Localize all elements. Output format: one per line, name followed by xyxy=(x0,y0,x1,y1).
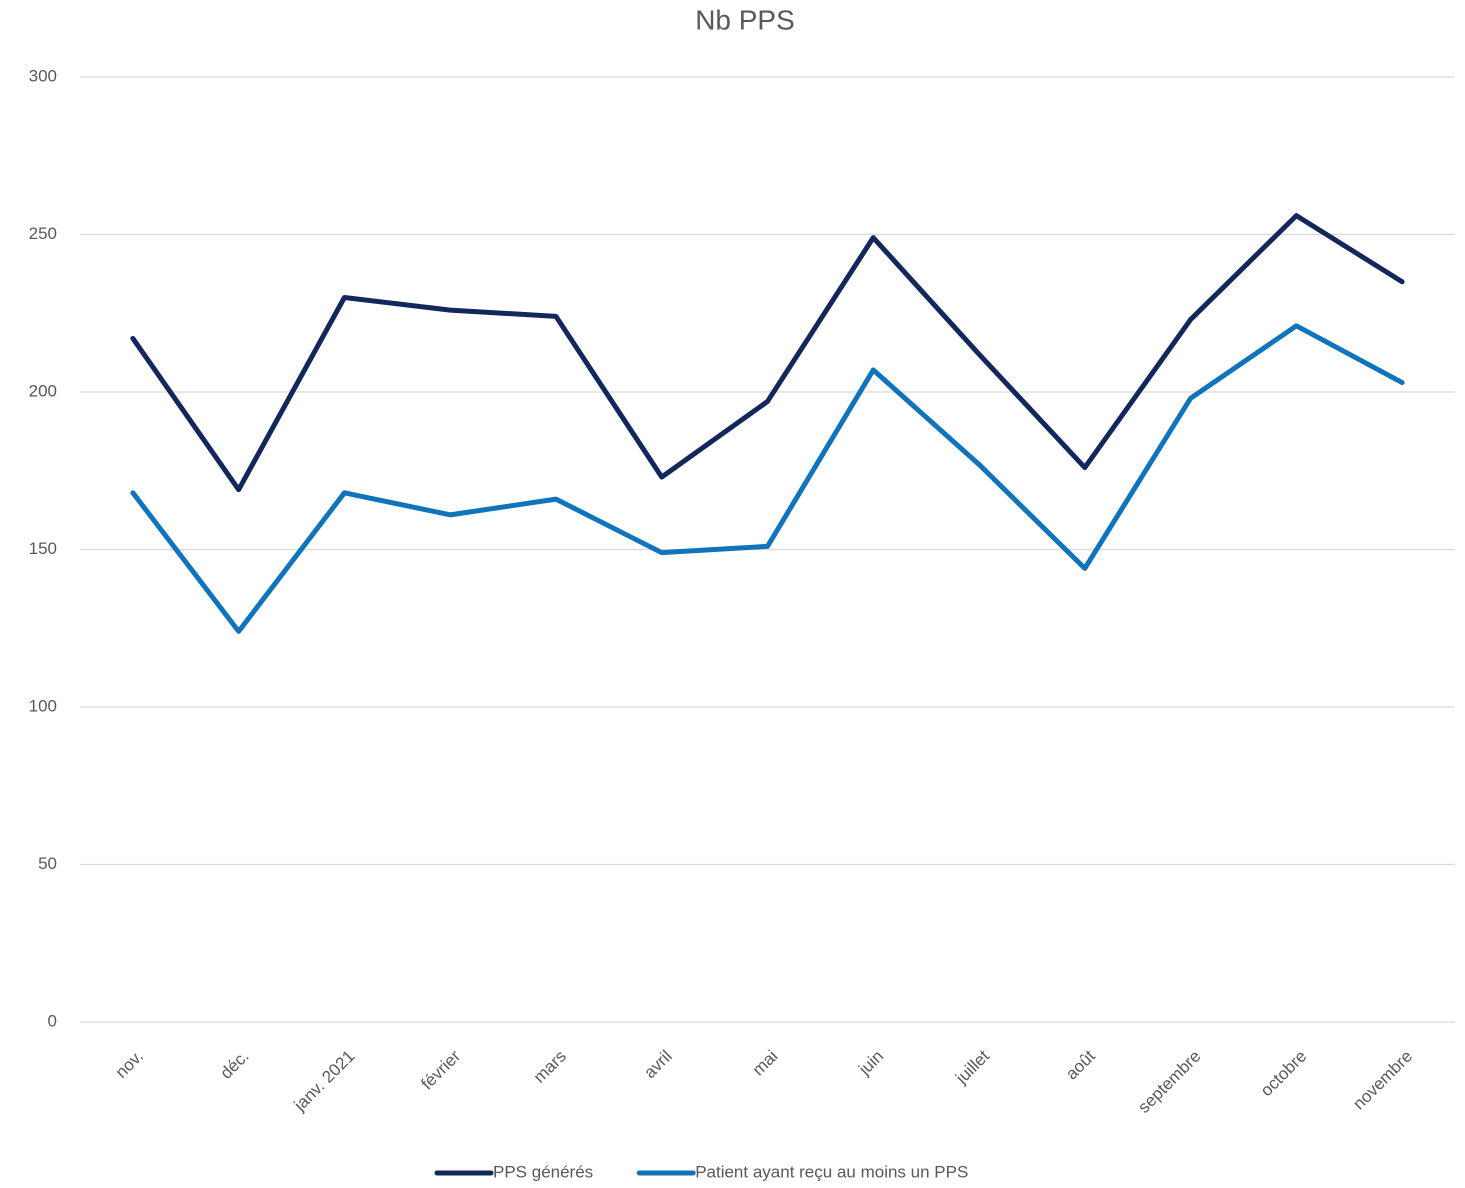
line-series xyxy=(130,213,1405,493)
y-tick-label: 200 xyxy=(29,381,57,400)
x-tick-label: janv. 2021 xyxy=(290,1047,359,1116)
legend-label: Patient ayant reçu au moins un PPS xyxy=(695,1162,968,1181)
x-tick-label: juillet xyxy=(951,1046,993,1088)
x-tick-label: avril xyxy=(640,1047,675,1082)
x-tick-label: février xyxy=(417,1046,464,1093)
x-tick-label: déc. xyxy=(216,1047,252,1083)
x-tick-label: septembre xyxy=(1134,1047,1204,1117)
y-tick-label: 0 xyxy=(48,1011,57,1030)
y-tick-label: 300 xyxy=(29,66,57,85)
y-tick-label: 50 xyxy=(38,854,57,873)
x-tick-label: novembre xyxy=(1349,1047,1416,1114)
x-tick-label: juin xyxy=(854,1047,887,1080)
x-tick-label: nov. xyxy=(112,1047,147,1082)
y-tick-label: 150 xyxy=(29,539,57,558)
y-tick-label: 100 xyxy=(29,696,57,715)
x-tick-label: mars xyxy=(530,1047,570,1087)
chart-title: Nb PPS xyxy=(695,4,795,35)
x-tick-label: octobre xyxy=(1257,1047,1311,1101)
line-series xyxy=(130,323,1405,634)
legend-label: PPS générés xyxy=(493,1162,593,1181)
x-tick-label: août xyxy=(1062,1046,1099,1083)
y-tick-label: 250 xyxy=(29,224,57,243)
x-tick-label: mai xyxy=(749,1047,782,1080)
